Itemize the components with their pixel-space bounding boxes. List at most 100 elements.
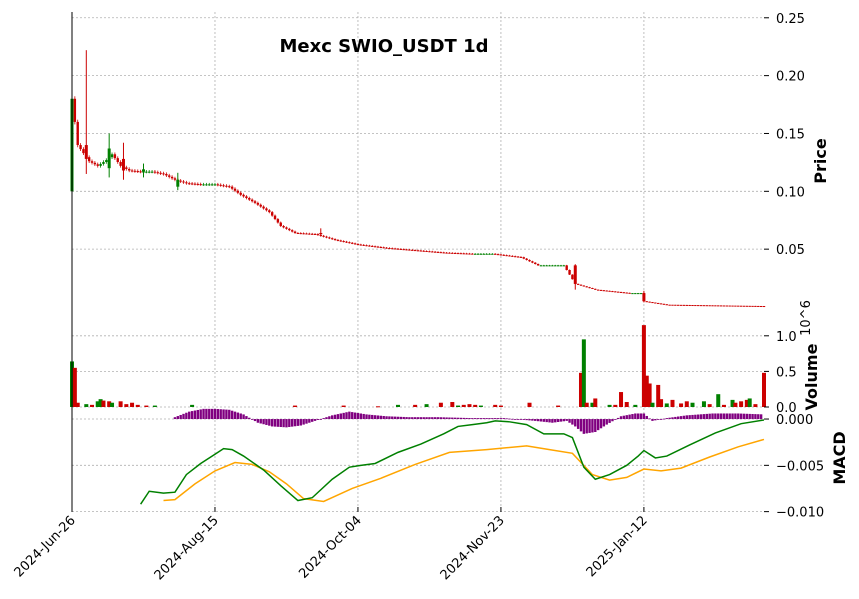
macd-histogram-bar xyxy=(711,413,714,420)
price-candle xyxy=(148,171,151,173)
price-candle xyxy=(468,253,471,255)
price-candle xyxy=(413,250,417,252)
price-candle xyxy=(193,183,197,185)
price-candle xyxy=(476,253,480,255)
macd-histogram-bar xyxy=(731,413,734,420)
macd-histogram-bar xyxy=(348,411,351,420)
price-candle xyxy=(674,304,677,306)
price-candle xyxy=(99,163,102,166)
volume-bar xyxy=(118,401,123,407)
price-candle xyxy=(654,302,657,304)
macd-histogram-bar xyxy=(262,419,265,425)
price-y-tick-label: 0.25 xyxy=(776,12,805,27)
macd-histogram-bar xyxy=(588,419,591,433)
price-candle xyxy=(519,256,523,258)
price-candle xyxy=(748,305,751,307)
price-candle xyxy=(242,194,245,197)
price-candle xyxy=(708,305,711,307)
price-candle xyxy=(333,239,337,241)
price-y-tick-label: 0.20 xyxy=(776,70,805,85)
macd-histogram-bar xyxy=(579,419,583,432)
price-candle xyxy=(233,188,237,191)
macd-histogram-bar xyxy=(528,419,531,421)
macd-histogram-bar xyxy=(325,417,328,420)
price-candle xyxy=(248,198,251,200)
price-candle xyxy=(628,292,631,294)
price-candle xyxy=(465,253,468,255)
macd-histogram-bar xyxy=(608,419,611,423)
price-candle xyxy=(614,291,617,293)
volume-bar xyxy=(690,402,695,407)
macd-histogram-bar xyxy=(339,413,342,420)
price-candle xyxy=(448,252,451,254)
price-candle xyxy=(422,250,425,252)
price-candle xyxy=(105,160,108,163)
price-candle xyxy=(651,302,654,304)
price-candle xyxy=(356,243,360,245)
price-candle xyxy=(125,167,128,169)
volume-bar xyxy=(124,404,129,407)
macd-histogram-bar xyxy=(285,419,288,428)
macd-histogram-bar xyxy=(279,419,282,427)
price-candle xyxy=(185,182,188,184)
price-candle xyxy=(571,274,574,280)
volume-bar xyxy=(607,404,612,407)
price-spike-body xyxy=(176,179,180,187)
volume-bar xyxy=(730,399,735,407)
volume-bar xyxy=(613,404,618,407)
macd-histogram-bar xyxy=(522,419,526,420)
macd-histogram-bar xyxy=(725,413,729,420)
price-candle xyxy=(376,246,380,248)
price-candle xyxy=(351,242,354,244)
macd-histogram-bar xyxy=(745,413,749,420)
macd-histogram-bar xyxy=(368,414,371,420)
price-candle xyxy=(539,265,543,267)
macd-histogram-bar xyxy=(242,414,245,420)
macd-histogram-bar xyxy=(757,414,760,420)
price-candle xyxy=(559,265,563,267)
price-candle xyxy=(385,247,388,249)
macd-histogram-bar xyxy=(188,411,191,420)
volume-bar xyxy=(473,404,478,407)
price-candle xyxy=(259,204,262,207)
volume-bar xyxy=(527,402,532,407)
price-candle xyxy=(622,292,626,294)
price-candle xyxy=(548,265,551,267)
price-candle xyxy=(594,288,597,290)
volume-bar xyxy=(670,399,675,407)
macd-histogram-bar xyxy=(462,417,465,420)
macd-histogram-bar xyxy=(759,414,763,420)
macd-y-tick-label: −0.005 xyxy=(776,459,824,474)
price-candle xyxy=(239,192,242,195)
volume-bar xyxy=(190,404,195,407)
macd-histogram-bar xyxy=(308,419,311,423)
macd-histogram-bar xyxy=(356,413,360,420)
price-candle xyxy=(725,305,729,307)
macd-histogram-bar xyxy=(319,419,322,420)
macd-histogram-bar xyxy=(697,414,700,420)
macd-histogram-bar xyxy=(265,419,268,425)
price-candle xyxy=(471,253,474,255)
price-candle xyxy=(282,226,285,228)
price-candle xyxy=(190,183,194,185)
macd-histogram-bar xyxy=(233,411,237,420)
macd-histogram-bar xyxy=(199,409,202,420)
price-candle xyxy=(348,242,351,244)
price-candle xyxy=(588,287,591,289)
macd-histogram-bar xyxy=(659,419,663,420)
volume-bar xyxy=(75,402,80,407)
macd-histogram-bar xyxy=(391,416,394,420)
volume-bar xyxy=(135,404,140,407)
macd-histogram-bar xyxy=(213,408,217,420)
macd-histogram-bar xyxy=(651,419,654,421)
macd-histogram-bar xyxy=(568,419,571,423)
price-candle xyxy=(379,246,383,248)
price-candle xyxy=(196,183,200,185)
volume-y-tick-label: 0.0 xyxy=(776,401,797,416)
volume-bar xyxy=(593,398,598,407)
macd-histogram-bar xyxy=(751,413,754,420)
price-candle xyxy=(436,251,440,253)
price-candle xyxy=(602,290,606,292)
macd-histogram-bar xyxy=(714,413,717,420)
price-candle xyxy=(688,304,691,306)
